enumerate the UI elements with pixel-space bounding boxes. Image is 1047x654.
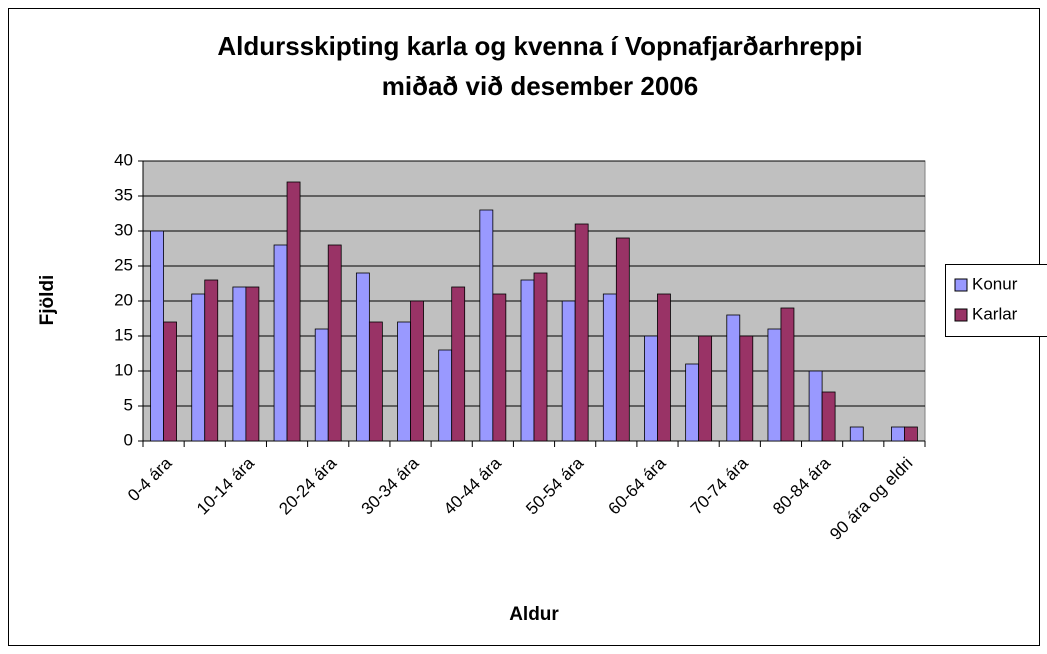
bar (821, 391, 836, 442)
bar (204, 279, 219, 442)
y-axis-title: Fjöldi (37, 275, 58, 326)
bar (245, 286, 260, 442)
bar (891, 426, 905, 442)
bar (410, 300, 424, 442)
bar (574, 223, 589, 442)
bar (327, 244, 342, 442)
y-tick-label: 5 (124, 395, 133, 414)
bar (561, 300, 576, 442)
bar (451, 286, 466, 442)
bar (355, 272, 370, 442)
y-tick-label: 10 (114, 360, 133, 379)
legend-box (945, 264, 1047, 337)
y-tick-label: 30 (114, 220, 133, 239)
bar (163, 321, 177, 442)
legend-swatch (954, 278, 968, 292)
bar (657, 293, 671, 442)
y-tick-label: 40 (114, 150, 133, 169)
bar (520, 279, 535, 442)
y-tick-label: 35 (114, 185, 133, 204)
y-tick-label: 25 (114, 255, 133, 274)
bar (615, 237, 630, 442)
bar (739, 335, 754, 442)
chart-title: Aldursskipting karla og kvenna í Vopnafj… (217, 31, 862, 61)
x-axis-title: Aldur (509, 604, 559, 625)
bar (150, 230, 164, 442)
legend-label: Karlar (972, 304, 1018, 323)
bar (479, 209, 494, 442)
bar (191, 293, 206, 442)
y-tick-label: 0 (124, 430, 133, 449)
y-tick-label: 20 (114, 290, 133, 309)
bar (780, 307, 795, 442)
legend-swatch (954, 308, 968, 322)
bar (808, 370, 823, 442)
bar (314, 328, 329, 442)
bar (698, 335, 713, 442)
chart-title: miðað við desember 2006 (382, 71, 698, 101)
bar (602, 293, 617, 442)
bar (492, 293, 507, 442)
bar (644, 335, 658, 442)
y-tick-label: 15 (114, 325, 133, 344)
bar (232, 286, 247, 442)
bar (438, 349, 453, 442)
bar (533, 272, 548, 442)
bar (273, 244, 288, 442)
bar (368, 321, 383, 442)
bar (767, 328, 782, 442)
bar (849, 426, 864, 442)
bar (286, 181, 301, 442)
legend-label: Konur (972, 274, 1018, 293)
bar (904, 426, 918, 442)
bar (726, 314, 741, 442)
bar (397, 321, 411, 442)
bar (685, 363, 700, 442)
